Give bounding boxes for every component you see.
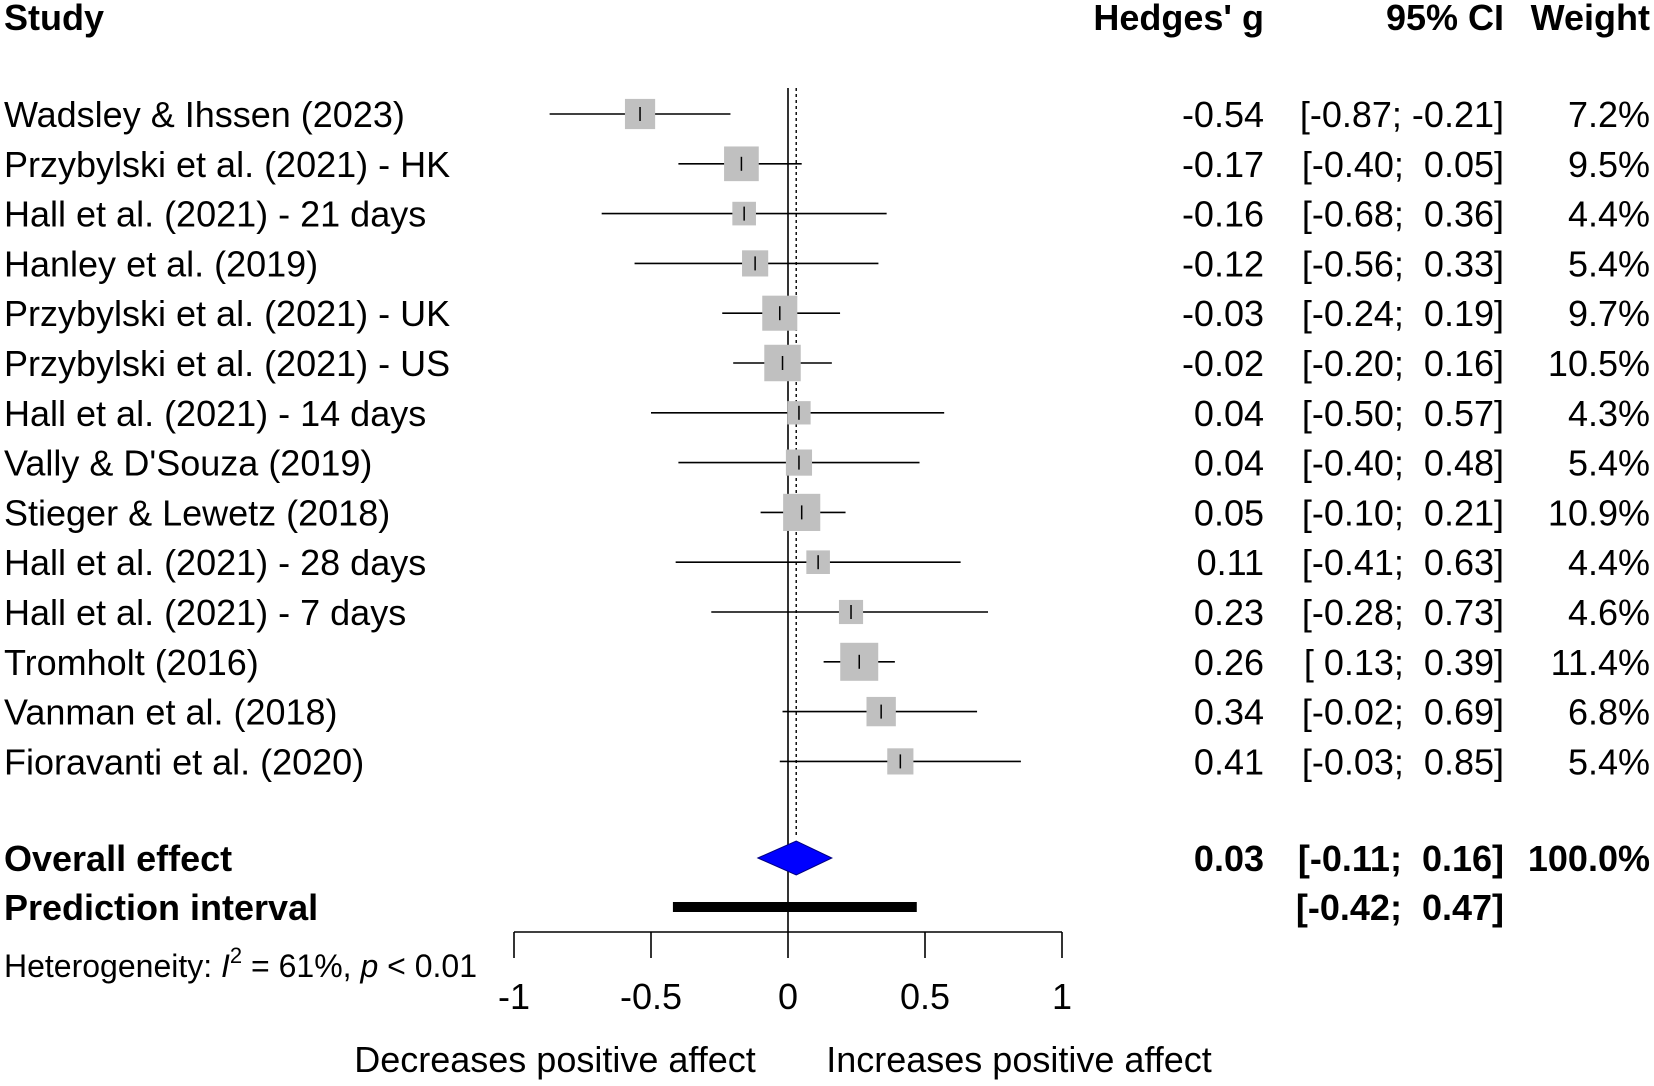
ci-value: [-0.40; 0.05] bbox=[1302, 144, 1504, 185]
ci-value: [-0.40; 0.48] bbox=[1302, 443, 1504, 484]
study-name: Vally & D'Souza (2019) bbox=[4, 443, 372, 484]
x-axis: -1 -0.5 0 0.5 1 bbox=[498, 931, 1072, 1017]
weight-value: 11.4% bbox=[1551, 642, 1650, 683]
effect-value: 0.41 bbox=[1194, 741, 1264, 782]
effect-value: 0.04 bbox=[1194, 443, 1264, 484]
study-row: Vanman et al. (2018) 0.34 [-0.02; 0.69] 6.8… bbox=[4, 692, 1650, 733]
header-effect: Hedges' g bbox=[1093, 0, 1264, 38]
weight-value: 4.4% bbox=[1568, 542, 1650, 583]
effect-value: -0.12 bbox=[1182, 243, 1264, 284]
overall-weight-value: 100.0% bbox=[1528, 838, 1650, 879]
effect-value: 0.11 bbox=[1197, 542, 1264, 583]
effect-value: 0.05 bbox=[1194, 492, 1264, 533]
study-row: Hanley et al. (2019) -0.12 [-0.56; 0.33] 5.… bbox=[4, 243, 1650, 284]
ci-value: [-0.03; 0.85] bbox=[1302, 741, 1504, 782]
ci-value: [-0.68; 0.36] bbox=[1302, 194, 1504, 235]
weight-value: 6.8% bbox=[1568, 692, 1650, 733]
axis-tick-label: 1 bbox=[1052, 976, 1072, 1017]
effect-value: -0.17 bbox=[1182, 144, 1264, 185]
ci-value: [-0.24; 0.19] bbox=[1302, 293, 1504, 334]
prediction-interval-bar bbox=[672, 902, 917, 912]
effect-value: -0.16 bbox=[1182, 194, 1264, 235]
study-name: Hall et al. (2021) - 21 days bbox=[4, 194, 426, 235]
study-name: Vanman et al. (2018) bbox=[4, 692, 338, 733]
weight-value: 9.7% bbox=[1568, 293, 1650, 334]
axis-label-left: Decreases positive affect bbox=[354, 1039, 756, 1080]
ci-value: [-0.41; 0.63] bbox=[1302, 542, 1504, 583]
study-row: Tromholt (2016) 0.26 [ 0.13; 0.39] 11.4% bbox=[4, 642, 1650, 683]
study-row: Przybylski et al. (2021) - UK -0.03 [-0.24… bbox=[4, 293, 1650, 334]
study-name: Hall et al. (2021) - 7 days bbox=[4, 592, 406, 633]
prediction-label: Prediction interval bbox=[4, 887, 318, 928]
overall-effect-row: Overall effect 0.03 [-0.11; 0.16] 100.0% bbox=[4, 838, 1650, 879]
axis-tick-label: -0.5 bbox=[620, 976, 682, 1017]
weight-value: 10.9% bbox=[1548, 492, 1650, 533]
overall-label: Overall effect bbox=[4, 838, 232, 879]
header-study: Study bbox=[4, 0, 104, 38]
ci-value: [-0.10; 0.21] bbox=[1302, 492, 1504, 533]
study-name: Wadsley & Ihssen (2023) bbox=[4, 94, 405, 135]
axis-label-right: Increases positive affect bbox=[826, 1039, 1212, 1080]
effect-value: -0.03 bbox=[1182, 293, 1264, 334]
overall-effect-value: 0.03 bbox=[1194, 838, 1264, 879]
study-name: Przybylski et al. (2021) - UK bbox=[4, 293, 450, 334]
study-row: Stieger & Lewetz (2018) 0.05 [-0.10; 0.21]… bbox=[4, 492, 1650, 533]
effect-value: -0.02 bbox=[1182, 343, 1264, 384]
weight-value: 5.4% bbox=[1568, 243, 1650, 284]
study-name: Tromholt (2016) bbox=[4, 642, 259, 683]
study-row: Hall et al. (2021) - 28 days 0.11 [-0.41; … bbox=[4, 542, 1650, 583]
ci-value: [-0.28; 0.73] bbox=[1302, 592, 1504, 633]
ci-value: [-0.87; -0.21] bbox=[1300, 94, 1504, 135]
overall-ci-value: [-0.11; 0.16] bbox=[1298, 838, 1504, 879]
study-row: Wadsley & Ihssen (2023) -0.54 [-0.87; -0.2… bbox=[4, 94, 1650, 135]
study-row: Przybylski et al. (2021) - US -0.02 [-0.20… bbox=[4, 343, 1650, 384]
study-name: Przybylski et al. (2021) - HK bbox=[4, 144, 450, 185]
overall-diamond bbox=[756, 840, 834, 876]
weight-value: 10.5% bbox=[1548, 343, 1650, 384]
effect-value: 0.34 bbox=[1194, 692, 1264, 733]
heterogeneity-text: Heterogeneity: I2 = 61%, p < 0.01 bbox=[4, 943, 477, 984]
effect-value: 0.23 bbox=[1194, 592, 1264, 633]
study-row: Hall et al. (2021) - 21 days -0.16 [-0.68;… bbox=[4, 194, 1650, 235]
weight-value: 4.3% bbox=[1568, 393, 1650, 434]
study-row: Hall et al. (2021) - 7 days 0.23 [-0.28; 0… bbox=[4, 592, 1650, 633]
ci-value: [-0.50; 0.57] bbox=[1302, 393, 1504, 434]
study-name: Hanley et al. (2019) bbox=[4, 243, 318, 284]
study-rows: Wadsley & Ihssen (2023) -0.54 [-0.87; -0.2… bbox=[4, 94, 1650, 782]
study-name: Hall et al. (2021) - 28 days bbox=[4, 542, 426, 583]
study-name: Fioravanti et al. (2020) bbox=[4, 741, 364, 782]
axis-tick-label: -1 bbox=[498, 976, 530, 1017]
effect-value: -0.54 bbox=[1182, 94, 1264, 135]
effect-value: 0.04 bbox=[1194, 393, 1264, 434]
header-ci: 95% CI bbox=[1386, 0, 1504, 38]
study-name: Przybylski et al. (2021) - US bbox=[4, 343, 450, 384]
prediction-ci-value: [-0.42; 0.47] bbox=[1296, 887, 1504, 928]
header-weight: Weight bbox=[1531, 0, 1650, 38]
axis-tick-label: 0 bbox=[778, 976, 798, 1017]
study-name: Stieger & Lewetz (2018) bbox=[4, 492, 390, 533]
study-row: Hall et al. (2021) - 14 days 0.04 [-0.50; … bbox=[4, 393, 1650, 434]
ci-value: [-0.20; 0.16] bbox=[1302, 343, 1504, 384]
axis-tick-label: 0.5 bbox=[900, 976, 950, 1017]
weight-value: 9.5% bbox=[1568, 144, 1650, 185]
weight-value: 4.4% bbox=[1568, 194, 1650, 235]
prediction-interval-row: Prediction interval [-0.42; 0.47] bbox=[4, 887, 1504, 928]
weight-value: 4.6% bbox=[1568, 592, 1650, 633]
study-row: Vally & D'Souza (2019) 0.04 [-0.40; 0.48] 5… bbox=[4, 443, 1650, 484]
study-row: Fioravanti et al. (2020) 0.41 [-0.03; 0.85… bbox=[4, 741, 1650, 782]
study-name: Hall et al. (2021) - 14 days bbox=[4, 393, 426, 434]
weight-value: 5.4% bbox=[1568, 741, 1650, 782]
ci-value: [-0.56; 0.33] bbox=[1302, 243, 1504, 284]
effect-value: 0.26 bbox=[1194, 642, 1264, 683]
ci-value: [-0.02; 0.69] bbox=[1302, 692, 1504, 733]
ci-value: [ 0.13; 0.39] bbox=[1304, 642, 1504, 683]
weight-value: 5.4% bbox=[1568, 443, 1650, 484]
summary-rows: Overall effect 0.03 [-0.11; 0.16] 100.0% Pre… bbox=[4, 838, 1650, 928]
study-row: Przybylski et al. (2021) - HK -0.17 [-0.40… bbox=[4, 144, 1650, 185]
weight-value: 7.2% bbox=[1568, 94, 1650, 135]
